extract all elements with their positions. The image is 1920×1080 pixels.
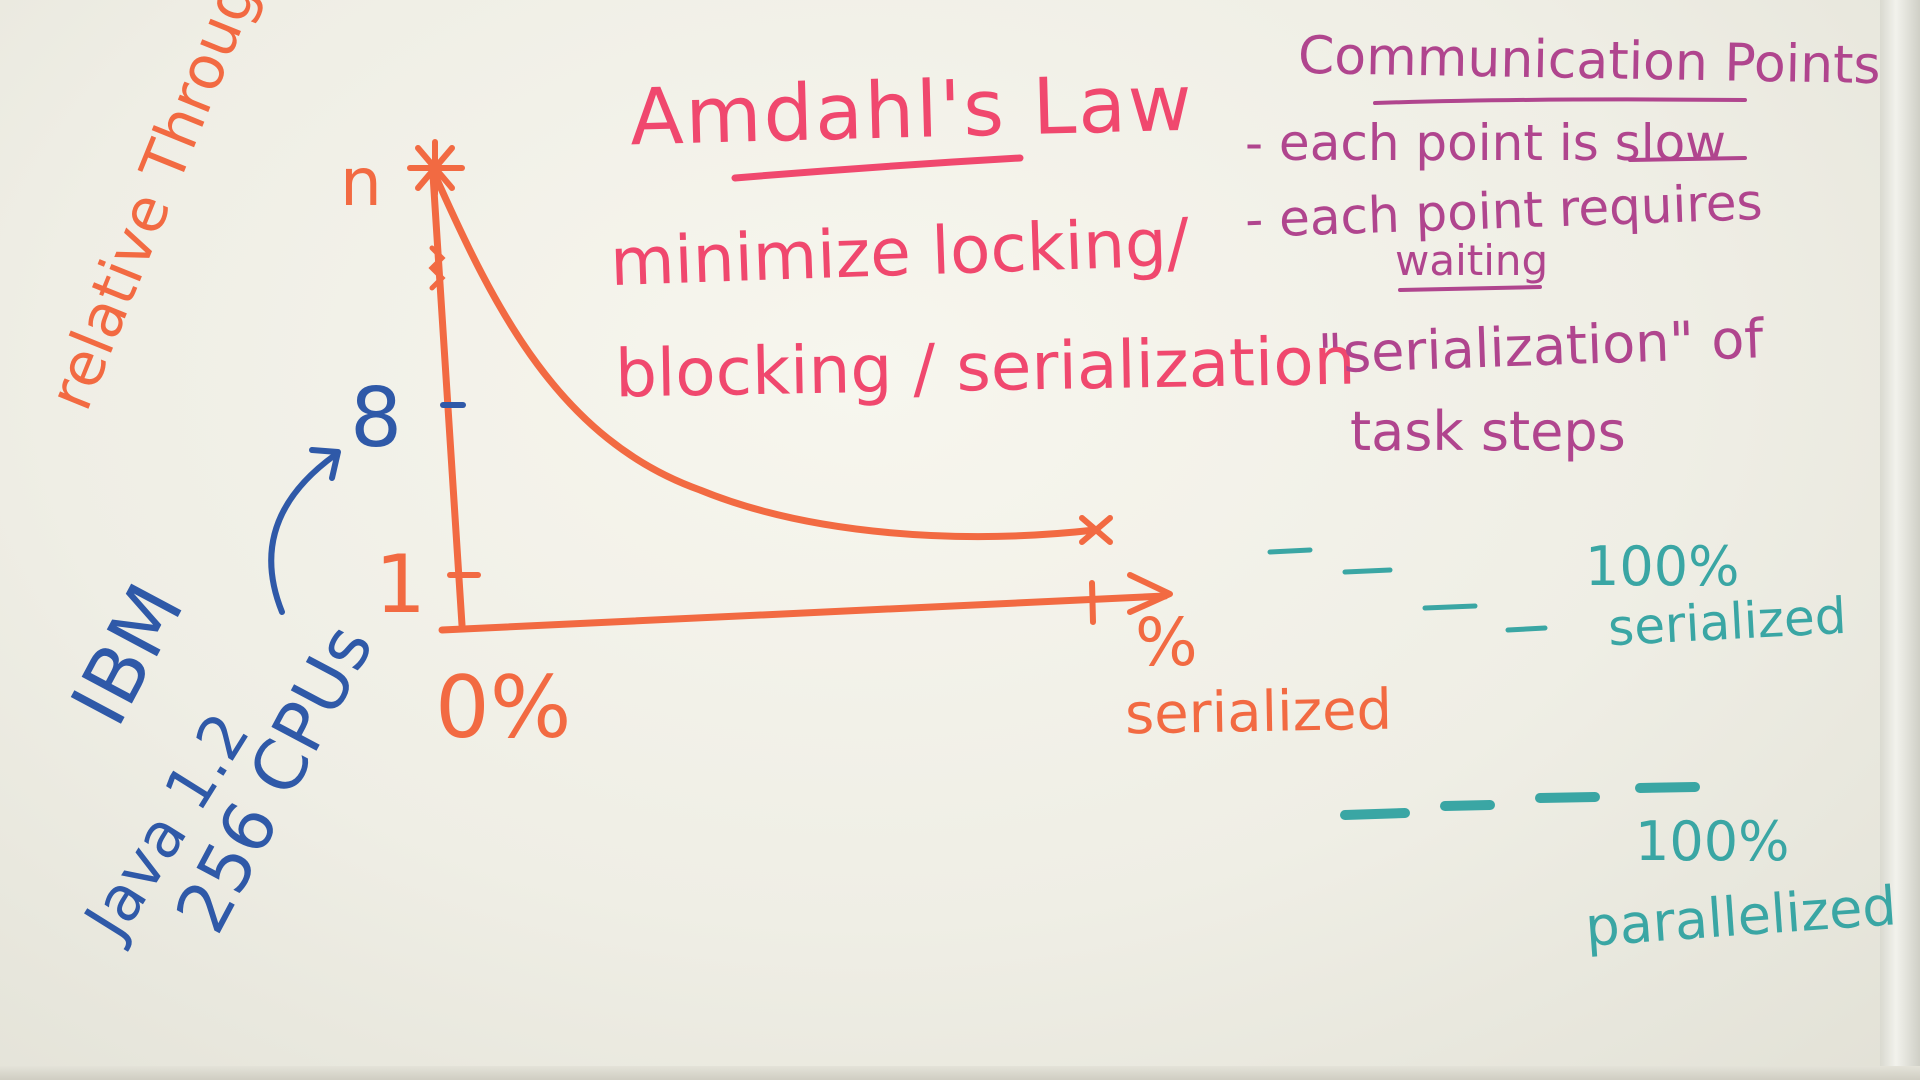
comm-heading-underline <box>1373 97 1747 105</box>
y-tick-8-label: 8 <box>350 371 403 466</box>
throughput-curve <box>431 171 1099 541</box>
curve-end-cross <box>1079 515 1113 545</box>
x-axis-arrowhead <box>1127 572 1173 615</box>
ibm-arrow <box>268 452 338 615</box>
x-axis-label-pct: % <box>1135 604 1198 681</box>
title-underline <box>731 154 1024 182</box>
waiting-underline <box>1398 285 1542 292</box>
comm-bullet-2b: waiting <box>1395 236 1549 285</box>
slow-underline <box>1628 156 1747 162</box>
serialization-note-a: "serialization" of <box>1317 307 1765 386</box>
legend-parallelized-pct: 100% <box>1635 810 1790 873</box>
legend-serialized-pct: 100% <box>1585 535 1740 598</box>
x-origin-label: 0% <box>435 658 572 758</box>
whiteboard-frame-edge <box>1880 0 1920 1080</box>
y-axis <box>429 171 466 629</box>
note-line-2: blocking / serialization <box>614 322 1357 413</box>
y-axis-top-label: n <box>340 144 382 221</box>
legend-serialized-label: serialized <box>1606 586 1848 658</box>
curve-start-star <box>407 139 465 197</box>
comm-heading: Communication Points <box>1297 25 1882 97</box>
y-axis-break <box>428 245 446 291</box>
x-axis-end-tick <box>1089 580 1096 625</box>
y-tick-1-label: 1 <box>375 538 426 631</box>
x-axis-label-serialized: serialized <box>1124 677 1393 748</box>
legend-parallelized-dashes <box>1340 782 1700 820</box>
whiteboard-tray <box>0 1066 1920 1080</box>
ibm-arrowhead <box>309 447 341 481</box>
page-title: Amdahl's Law <box>628 58 1195 164</box>
comm-bullet-1: - each point is slow <box>1245 114 1727 172</box>
legend-serialized-dashes <box>1267 547 1548 633</box>
serialization-note-b: task steps <box>1350 400 1626 463</box>
note-line-1: minimize locking/ <box>608 203 1191 302</box>
x-axis <box>438 592 1169 634</box>
